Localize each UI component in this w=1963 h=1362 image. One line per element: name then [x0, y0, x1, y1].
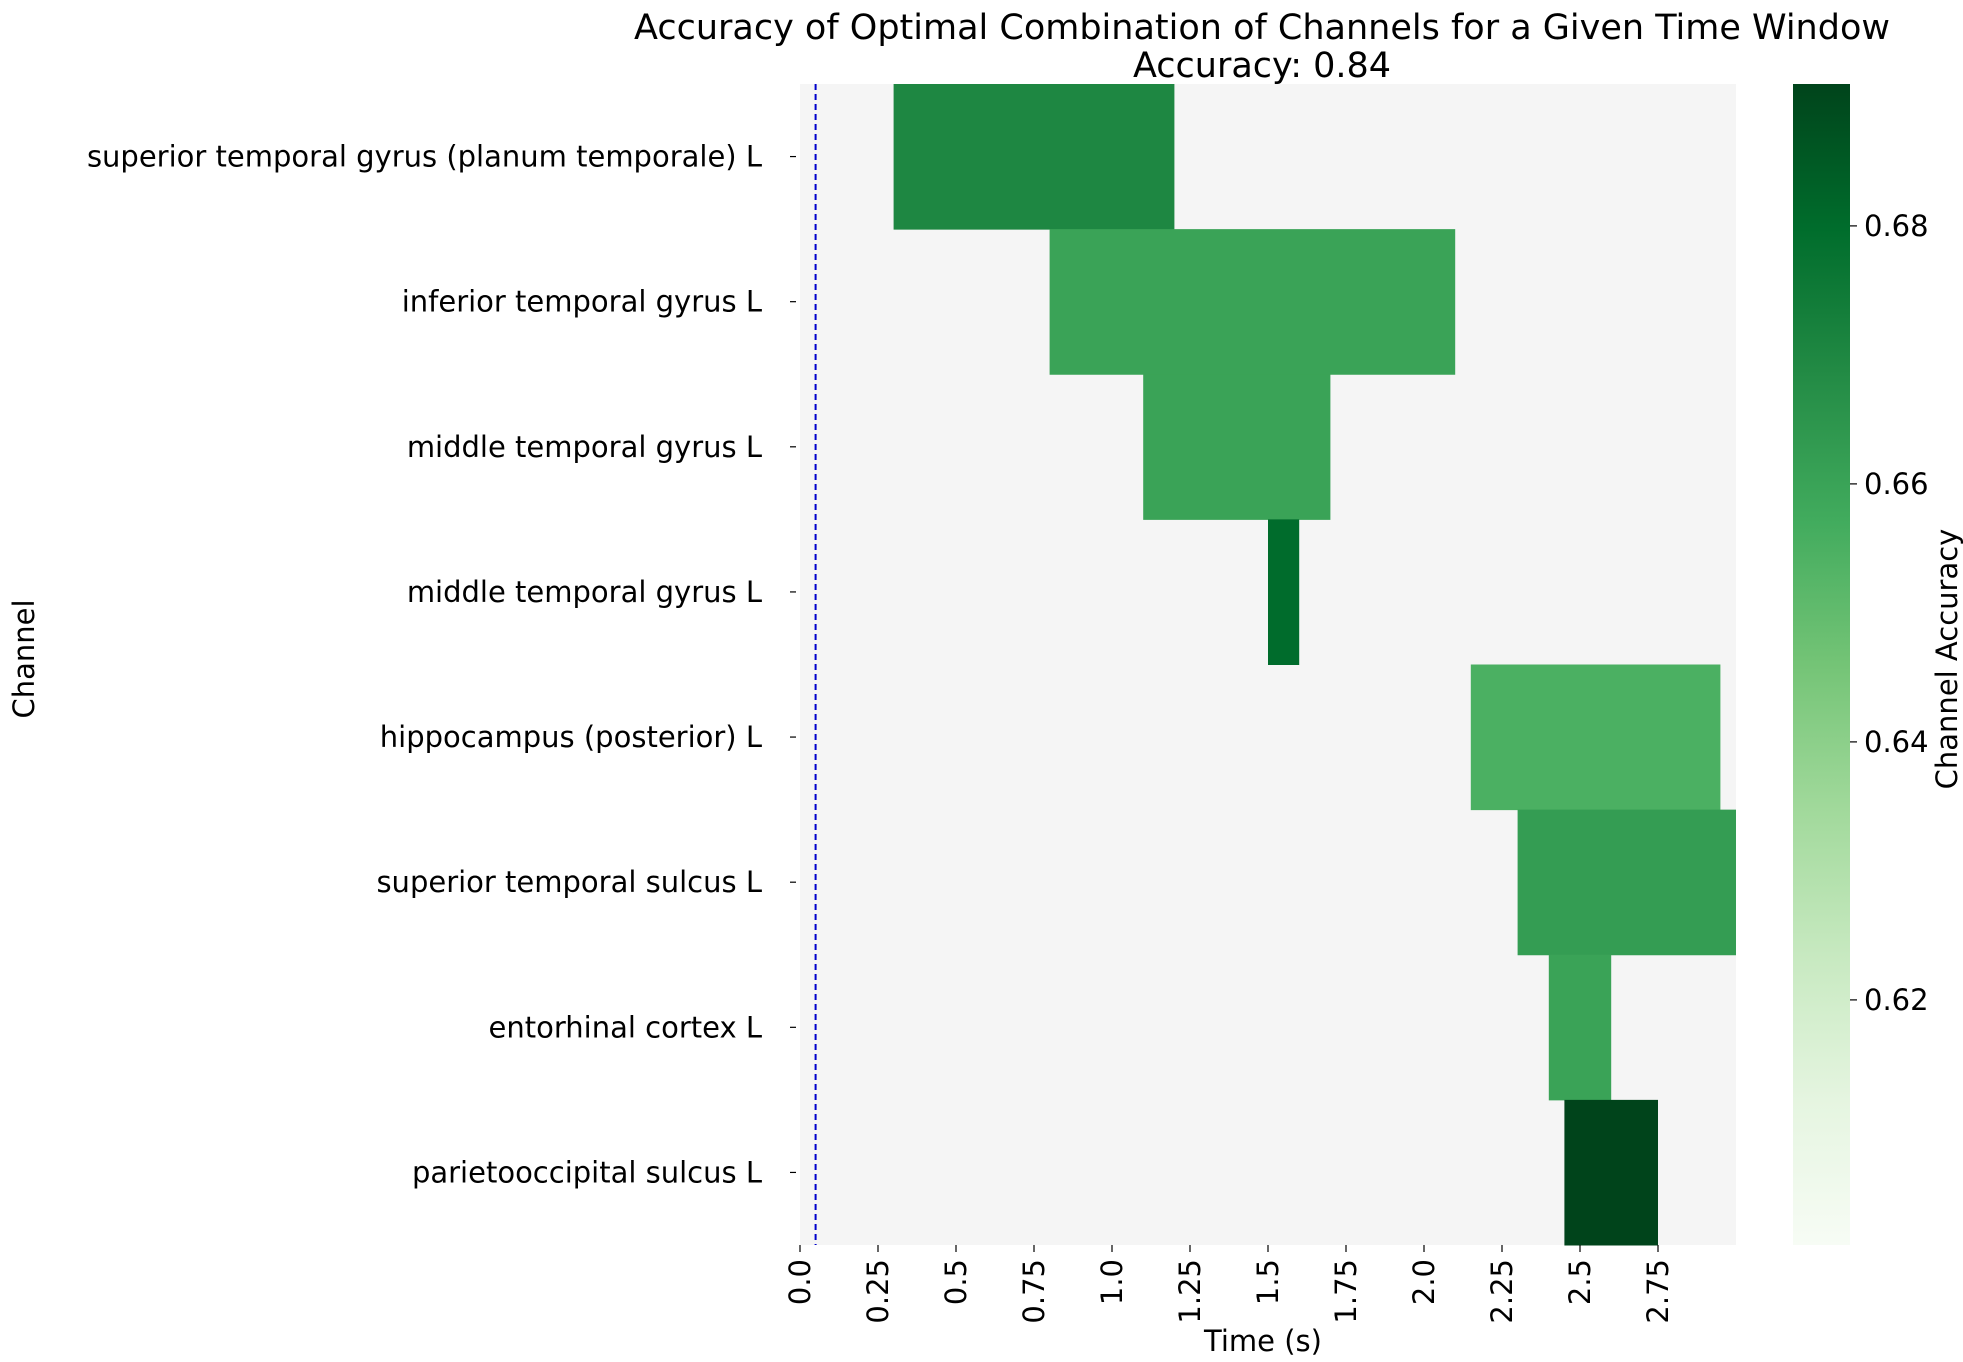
heatmap-cell-4: [1268, 519, 1300, 665]
colorbar-gradient: [1793, 84, 1850, 1245]
heatmap-cell-5: [1470, 664, 1721, 811]
heatmap-cell-8: [1564, 1099, 1658, 1246]
y-tick-label: superior temporal gyrus (planum temporal…: [87, 140, 762, 174]
x-tick-label: 1.75: [1329, 1259, 1363, 1324]
heatmap-cell-1: [893, 84, 1175, 230]
colorbar: 0.62 0.64 0.66 0.68: [1793, 84, 1929, 1245]
colorbar-tick-label: 0.68: [1864, 209, 1929, 243]
x-tick-label: 2.25: [1485, 1259, 1519, 1324]
x-tick-label: 2.75: [1641, 1259, 1675, 1324]
heatmap-cell-2: [1049, 229, 1456, 375]
y-tick-label: parietooccipital sulcus L: [412, 1155, 762, 1189]
x-tick-label: 2.0: [1407, 1259, 1441, 1305]
plot-area: [800, 84, 1736, 1246]
heatmap-cell-3: [1143, 374, 1331, 520]
heatmap-cell-6: [1517, 809, 1736, 956]
chart-title: Accuracy of Optimal Combination of Chann…: [634, 8, 1890, 48]
x-tick-label: 0.75: [1017, 1259, 1051, 1324]
x-axis-label: Time (s): [1203, 1324, 1322, 1358]
y-tick-label: middle temporal gyrus L: [407, 575, 762, 609]
x-tick-label: 0.5: [939, 1259, 973, 1305]
x-tick-label: 1.5: [1251, 1259, 1285, 1305]
colorbar-tick-label: 0.62: [1864, 983, 1929, 1017]
y-tick-label: inferior temporal gyrus L: [402, 285, 762, 319]
colorbar-label: Channel Accuracy: [1930, 529, 1963, 790]
y-tick-label: superior temporal sulcus L: [376, 865, 762, 899]
y-tick-label: hippocampus (posterior) L: [380, 720, 762, 754]
chart-subtitle: Accuracy: 0.84: [1133, 46, 1391, 86]
x-tick-label: 1.25: [1173, 1259, 1207, 1324]
x-tick-label: 2.5: [1563, 1259, 1597, 1305]
y-axis-label: Channel: [7, 599, 41, 718]
colorbar-tick-label: 0.64: [1864, 725, 1929, 759]
y-tick-label: middle temporal gyrus L: [407, 430, 762, 464]
heatmap-cell-7: [1548, 954, 1612, 1101]
x-tick-label: 0.25: [861, 1259, 895, 1324]
colorbar-tick-label: 0.66: [1864, 467, 1929, 501]
y-tick-label: entorhinal cortex L: [489, 1010, 762, 1044]
x-tick-label: 0.0: [783, 1259, 817, 1305]
x-tick-label: 1.0: [1095, 1259, 1129, 1305]
